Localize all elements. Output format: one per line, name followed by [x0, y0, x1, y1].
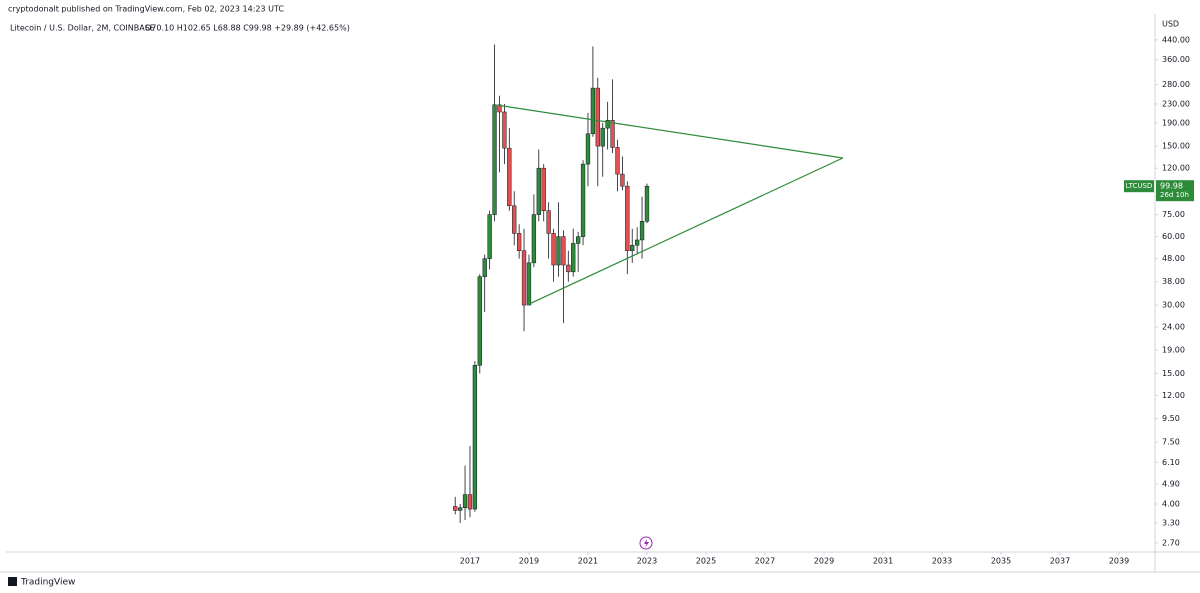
candle-body [462, 494, 468, 509]
published-note: cryptodonalt published on TradingView.co… [8, 5, 284, 14]
candle-body [492, 104, 497, 215]
y-tick-label: 4.00 [1162, 500, 1180, 509]
y-tick-label: 24.00 [1162, 323, 1185, 332]
x-tick-label: 2023 [637, 557, 657, 566]
y-tick-label: 360.00 [1162, 55, 1190, 64]
candle-body [585, 133, 591, 165]
y-tick-label: 440.00 [1162, 35, 1190, 44]
candle-body [487, 214, 492, 259]
last-price-box [1156, 180, 1194, 202]
candle-body [507, 147, 512, 207]
candle-body [556, 236, 561, 266]
y-tick-label: 4.90 [1162, 479, 1180, 488]
tv-logo: TradingView [8, 577, 75, 588]
candle-body [600, 127, 605, 147]
candle-body [635, 239, 640, 246]
x-tick-label: 2021 [578, 557, 598, 566]
x-tick-label: 2037 [1050, 557, 1070, 566]
candle-body [512, 205, 517, 234]
candle-body [457, 507, 463, 511]
candle-body [536, 167, 541, 215]
y-tick-label: 150.00 [1162, 142, 1190, 151]
candle-body [521, 250, 527, 306]
footer-brand: TradingView [20, 578, 75, 588]
candle-body [477, 276, 482, 366]
y-tick-label: 30.00 [1162, 301, 1185, 310]
candle-body [541, 167, 546, 211]
trendline [497, 104, 843, 159]
y-tick-label: 75.00 [1162, 210, 1185, 219]
candle-body [472, 365, 478, 510]
y-tick-label: 60.00 [1162, 232, 1185, 241]
trendline [526, 157, 844, 306]
candle-body [453, 506, 458, 511]
candle-body [595, 87, 600, 147]
countdown-label: 26d 10h [1160, 191, 1189, 199]
x-tick-label: 2027 [755, 557, 775, 566]
y-tick-label: 3.30 [1162, 518, 1180, 527]
y-tick-label: 48.00 [1162, 254, 1185, 263]
x-tick-label: 2035 [991, 557, 1011, 566]
candle-body [610, 119, 615, 148]
chart-title: Litecoin / U.S. Dollar, 2M, COINBASE [10, 24, 155, 33]
y-tick-label: 15.00 [1162, 369, 1185, 378]
symbol-tag-label: LTCUSD [1126, 182, 1153, 190]
y-tick-label: 12.00 [1162, 391, 1185, 400]
y-tick-label: 2.70 [1162, 538, 1180, 547]
y-tick-label: 6.10 [1162, 458, 1180, 467]
y-tick-label: 120.00 [1162, 164, 1190, 173]
candles [453, 44, 650, 523]
candle-body [502, 111, 507, 149]
candle-body [590, 87, 596, 135]
symbol-tag [1124, 180, 1154, 193]
y-tick-label: 230.00 [1162, 99, 1190, 108]
candle-body [620, 173, 625, 187]
candle-body [575, 236, 581, 244]
y-tick-label: 19.00 [1162, 346, 1185, 355]
candle-body [516, 233, 522, 251]
candle-body [497, 104, 502, 113]
y-tick-label: 280.00 [1162, 80, 1190, 89]
y-tick-label: 9.50 [1162, 414, 1180, 423]
candle-body [467, 494, 473, 510]
x-tick-label: 2029 [814, 557, 834, 566]
candle-body [630, 244, 635, 251]
candle-body [561, 236, 566, 266]
candle-body [546, 210, 551, 234]
x-tick-label: 2039 [1109, 557, 1129, 566]
x-tick-label: 2017 [460, 557, 480, 566]
y-axis-label: USD [1162, 20, 1179, 29]
candle-body [644, 185, 650, 222]
candle-body [551, 233, 556, 266]
candle-body [526, 262, 532, 306]
candle-body [615, 147, 620, 175]
y-tick-label: 7.50 [1162, 437, 1180, 446]
candle-body [639, 221, 645, 241]
x-tick-label: 2019 [519, 557, 539, 566]
x-tick-label: 2033 [932, 557, 952, 566]
candle-body [580, 163, 586, 237]
candle-body [571, 243, 576, 273]
candle-body [566, 264, 571, 273]
candle-body [605, 119, 610, 129]
candle-body [531, 214, 537, 264]
y-tick-label: 190.00 [1162, 118, 1190, 127]
last-price-label: 99.98 [1160, 182, 1183, 191]
event-icon-bolt [644, 539, 649, 548]
ohlc-readout: O70.10 H102.65 L68.88 C99.98 +29.89 (+42… [145, 24, 350, 33]
x-tick-label: 2031 [873, 557, 893, 566]
candle-body [625, 185, 630, 251]
x-tick-label: 2025 [696, 557, 716, 566]
candle-body [482, 258, 487, 277]
y-tick-label: 38.00 [1162, 277, 1185, 286]
